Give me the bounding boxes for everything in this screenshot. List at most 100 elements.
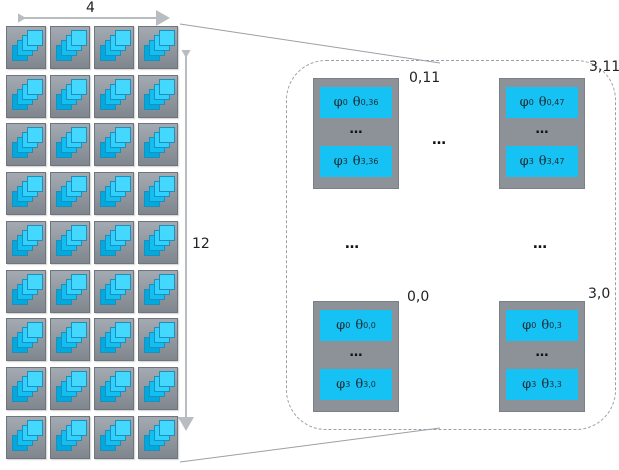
zoom-connector-top	[179, 23, 441, 64]
columns-double-arrow-icon	[18, 10, 170, 26]
pe-slot-top: φ 0 θ 0,0	[320, 310, 392, 341]
theta-subscript: 0,47	[546, 98, 565, 107]
theta-symbol: θ	[355, 318, 364, 333]
columns-label: 4	[86, 0, 95, 16]
stacked-layers-icon	[159, 176, 175, 193]
theta-symbol: θ	[352, 95, 361, 110]
theta-symbol: θ	[538, 95, 547, 110]
theta-symbol: θ	[541, 318, 550, 333]
stacked-layers-icon	[27, 127, 43, 144]
pe-slot-top: φ 0 θ 0,36	[320, 87, 392, 118]
grid-tile	[138, 74, 178, 118]
stacked-layers-icon	[27, 176, 43, 193]
phi-subscript: 0	[345, 321, 351, 330]
stacked-layers-icon	[71, 322, 87, 339]
grid-tile	[6, 26, 46, 69]
stacked-layers-icon	[115, 224, 131, 241]
phi-symbol: φ	[333, 154, 343, 169]
grid-tile	[94, 26, 134, 69]
stacked-layers-icon	[115, 419, 131, 436]
stacked-layers-icon	[71, 176, 87, 193]
ellipsis-vertical-left: …	[345, 236, 359, 252]
stacked-layers-icon	[115, 322, 131, 339]
grid-tile	[94, 74, 134, 118]
pe-coord-label: 0,11	[409, 70, 441, 86]
stacked-layers-icon	[27, 419, 43, 436]
theta-subscript: 3,36	[360, 157, 379, 166]
grid-tile	[50, 269, 90, 313]
grid-tile	[50, 172, 90, 216]
grid-tile	[94, 318, 134, 362]
grid-tile	[6, 123, 46, 167]
rows-double-arrow-icon	[178, 50, 194, 431]
rows-label: 12	[192, 236, 210, 252]
stacked-layers-icon	[159, 127, 175, 144]
grid-tile	[138, 26, 178, 69]
pe-card-3-11: φ 0 θ 0,47 φ 3 θ 3,47…	[499, 78, 585, 189]
phi-subscript: 0	[531, 321, 537, 330]
ellipsis-horizontal: …	[432, 132, 446, 148]
theta-subscript: 0,3	[549, 321, 562, 330]
grid-tile	[6, 415, 46, 459]
grid-tile	[50, 366, 90, 410]
theta-symbol: θ	[355, 377, 364, 392]
grid-tile	[6, 172, 46, 216]
pe-ellipsis: …	[349, 122, 363, 137]
grid-tile	[138, 415, 178, 459]
stacked-layers-icon	[71, 127, 87, 144]
phi-symbol: φ	[336, 377, 346, 392]
pe-card-0-0: φ 0 θ 0,0 φ 3 θ 3,0…	[313, 301, 399, 412]
theta-subscript: 0,0	[363, 321, 376, 330]
stacked-layers-icon	[115, 176, 131, 193]
grid-tile	[138, 366, 178, 410]
pe-slot-bottom: φ 3 θ 3,0	[320, 369, 392, 400]
stacked-layers-icon	[27, 273, 43, 290]
stacked-layers-icon	[71, 78, 87, 95]
stacked-layers-icon	[71, 30, 87, 46]
phi-symbol: φ	[519, 154, 529, 169]
pe-card-3-0: φ 0 θ 0,3 φ 3 θ 3,3…	[499, 301, 585, 412]
grid-tile	[94, 172, 134, 216]
phi-symbol: φ	[333, 95, 343, 110]
stacked-layers-icon	[27, 370, 43, 387]
pe-ellipsis: …	[535, 122, 549, 137]
stacked-layers-icon	[27, 322, 43, 339]
pe-coord-label: 0,0	[407, 289, 430, 305]
theta-subscript: 3,47	[546, 157, 565, 166]
phi-symbol: φ	[336, 318, 346, 333]
theta-symbol: θ	[352, 154, 361, 169]
pe-ellipsis: …	[349, 345, 363, 360]
stacked-layers-icon	[159, 273, 175, 290]
stacked-layers-icon	[71, 224, 87, 241]
grid-tile	[50, 318, 90, 362]
pe-coord-label: 3,11	[589, 59, 619, 75]
stacked-layers-icon	[159, 370, 175, 387]
grid-tile	[6, 269, 46, 313]
phi-symbol: φ	[522, 318, 532, 333]
grid-tile	[138, 220, 178, 264]
theta-subscript: 3,0	[363, 380, 376, 389]
grid-tile	[94, 415, 134, 459]
grid-tile	[94, 366, 134, 410]
stacked-layers-icon	[159, 30, 175, 46]
grid-tile	[138, 269, 178, 313]
pe-slot-bottom: φ 3 θ 3,3	[506, 369, 578, 400]
phi-subscript: 3	[345, 380, 351, 389]
phi-subscript: 0	[342, 98, 348, 107]
stacked-layers-icon	[27, 224, 43, 241]
theta-symbol: θ	[541, 377, 550, 392]
phi-subscript: 3	[531, 380, 537, 389]
grid-tile	[94, 269, 134, 313]
stacked-layers-icon	[159, 419, 175, 436]
stacked-layers-icon	[115, 370, 131, 387]
grid-tile	[6, 74, 46, 118]
grid-tile	[138, 172, 178, 216]
ellipsis-vertical-right: …	[533, 236, 547, 252]
pe-slot-top: φ 0 θ 0,3	[506, 310, 578, 341]
grid-tile	[6, 318, 46, 362]
grid-tile	[138, 123, 178, 167]
stacked-layers-icon	[115, 78, 131, 95]
stacked-layers-icon	[27, 30, 43, 46]
